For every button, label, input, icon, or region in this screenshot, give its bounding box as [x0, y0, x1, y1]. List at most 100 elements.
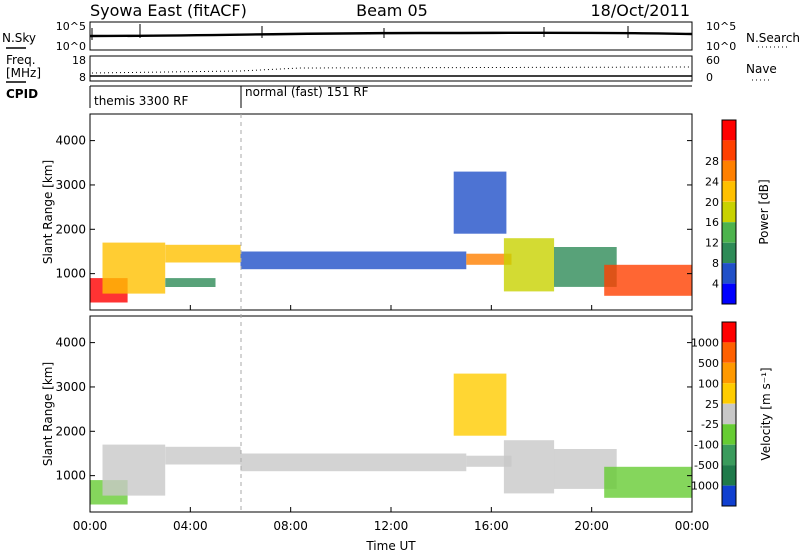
xtick-label: 00:00 — [675, 519, 710, 533]
freq-right-tick-top: 60 — [706, 54, 720, 67]
power-colorbar-segment — [722, 222, 736, 243]
velocity-colorbar-tick: -25 — [701, 418, 719, 431]
velocity-echo-region — [165, 446, 241, 465]
power-colorbar-tick: 8 — [712, 257, 719, 270]
cpid-panel: CPID themis 3300 RF normal (fast) 151 RF — [6, 85, 692, 108]
freq-panel: Freq. [MHz] 18 8 60 0 Nave — [6, 53, 777, 84]
power-colorbar-label: Power [dB] — [757, 179, 771, 244]
power-colorbar-segment — [722, 140, 736, 161]
xtick-label: 00:00 — [73, 519, 108, 533]
nsky-label: N.Sky — [2, 31, 36, 45]
power-colorbar-segment — [722, 242, 736, 264]
velocity-colorbar-tick: -1000 — [687, 480, 719, 493]
power-echo-region — [165, 278, 216, 287]
power-echo-region — [453, 171, 507, 234]
xtick-label: 08:00 — [273, 519, 308, 533]
xtick-label: 16:00 — [474, 519, 509, 533]
power-echo-region — [102, 242, 166, 294]
power-echo-region — [503, 238, 555, 292]
velocity-xlabel: Time UT — [365, 539, 416, 553]
power-colorbar-segment — [722, 283, 736, 304]
freq-label-1: Freq. — [6, 53, 36, 67]
power-colorbar-segment — [722, 201, 736, 223]
nsky-right-tick-top: 10^5 — [706, 20, 736, 33]
power-marks — [90, 171, 692, 303]
freq-right-tick-bottom: 0 — [706, 71, 713, 84]
power-colorbar-tick: 28 — [705, 155, 719, 168]
power-ytick-label: 1000 — [55, 267, 86, 281]
velocity-colorbar-segment — [722, 362, 736, 384]
power-echo-region — [165, 244, 241, 263]
freq-left-tick-bottom: 8 — [79, 71, 86, 84]
power-ylabel: Slant Range [km] — [41, 160, 55, 264]
power-panel: 1000 2000 3000 4000 Slant Range [km] 4 8 12 16… — [41, 113, 771, 311]
velocity-colorbar-tick: 1000 — [691, 336, 719, 349]
velocity-colorbar-segment — [722, 342, 736, 363]
velocity-ytick-label: 2000 — [55, 424, 86, 438]
nsky-left-tick-bottom: 10^0 — [56, 40, 86, 53]
velocity-ytick-label: 4000 — [55, 336, 86, 350]
cpid-program-2: normal (fast) 151 RF — [245, 85, 369, 99]
power-colorbar-tick: 12 — [705, 237, 719, 250]
power-echo-region — [604, 264, 692, 296]
power-ytick-label: 3000 — [55, 178, 86, 192]
velocity-colorbar-segment — [722, 465, 736, 486]
xtick-label: 12:00 — [374, 519, 409, 533]
velocity-colorbar-segment — [722, 383, 736, 404]
power-colorbar-tick: 16 — [705, 216, 719, 229]
cpid-program-1: themis 3300 RF — [94, 94, 188, 108]
power-colorbar-segment — [722, 160, 736, 182]
freq-left-tick-top: 18 — [72, 54, 86, 67]
power-colorbar-tick: 20 — [705, 196, 719, 209]
velocity-colorbar-segment — [722, 403, 736, 425]
power-colorbar-segment — [722, 263, 736, 284]
velocity-ytick-label: 3000 — [55, 380, 86, 394]
velocity-ytick-label: 1000 — [55, 469, 86, 483]
velocity-colorbar-tick: -500 — [694, 459, 719, 472]
nsky-right-tick-bottom: 10^0 — [706, 40, 736, 53]
velocity-colorbar-tick: 500 — [698, 357, 719, 370]
velocity-echo-region — [102, 444, 166, 496]
velocity-marks — [90, 373, 692, 505]
xtick-label: 04:00 — [173, 519, 208, 533]
nave-trace — [91, 66, 693, 74]
power-colorbar-segment — [722, 181, 736, 202]
power-colorbar-tick: 24 — [705, 175, 719, 188]
nsky-spikes — [91, 24, 629, 40]
velocity-echo-region — [466, 455, 512, 467]
nsky-trace — [89, 31, 693, 38]
power-ytick-label: 2000 — [55, 222, 86, 236]
date-title: 18/Oct/2011 — [590, 1, 690, 20]
velocity-colorbar-segment — [722, 444, 736, 466]
station-title: Syowa East (fitACF) — [90, 1, 247, 20]
xtick-label: 20:00 — [574, 519, 609, 533]
power-colorbar-frame — [721, 119, 737, 305]
power-colorbar: 4 8 12 16 20 24 28 — [705, 119, 737, 305]
velocity-colorbar-frame — [721, 321, 737, 507]
power-yticks: 1000 2000 3000 4000 — [55, 134, 692, 281]
nsky-panel: N.Sky 10^5 10^0 10^5 10^0 N.Search — [2, 20, 800, 53]
power-echo-region — [466, 253, 512, 265]
velocity-colorbar-label: Velocity [m s⁻¹] — [759, 367, 773, 460]
velocity-colorbar-segment — [722, 322, 736, 343]
power-echo-region — [240, 251, 467, 270]
power-colorbar-segment — [722, 120, 736, 141]
velocity-yticks: 1000 2000 3000 4000 — [55, 336, 692, 483]
cpid-label: CPID — [6, 87, 38, 101]
power-colorbar-tick: 4 — [712, 278, 719, 291]
velocity-xticks: 00:00 04:00 08:00 12:00 16:00 20:00 00:00 — [73, 305, 710, 533]
velocity-colorbar: 1000 500 100 25 -25 -100 -500 -1000 — [687, 321, 737, 507]
velocity-echo-region — [453, 373, 507, 436]
power-ytick-label: 4000 — [55, 134, 86, 148]
velocity-panel: 1000 2000 3000 4000 00:00 04:00 08:00 12:00 16:… — [41, 305, 773, 553]
freq-label-2: [MHz] — [6, 66, 41, 80]
beam-title: Beam 05 — [356, 1, 428, 20]
velocity-echo-region — [604, 466, 692, 498]
nave-label: Nave — [746, 62, 777, 76]
velocity-echo-region — [503, 440, 555, 494]
velocity-colorbar-segment — [722, 424, 736, 445]
velocity-colorbar-segment — [722, 485, 736, 506]
velocity-echo-region — [240, 453, 467, 472]
velocity-ylabel: Slant Range [km] — [41, 362, 55, 466]
